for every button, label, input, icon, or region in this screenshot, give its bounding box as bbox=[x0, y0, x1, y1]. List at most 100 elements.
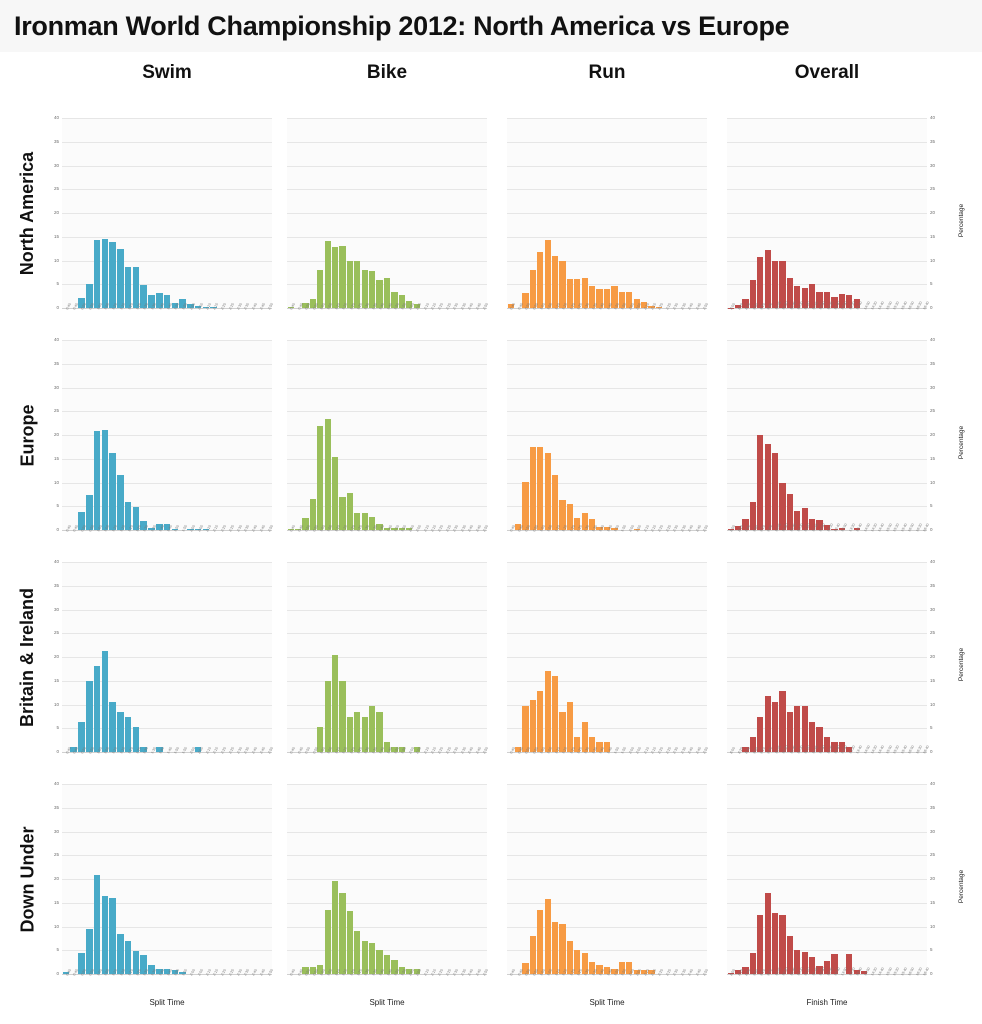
x-axis-tick-label: 1:20 bbox=[348, 524, 356, 533]
panel-britain_ireland-swim: 0 5 10 15 20 25 30 35 40 0:40 0:45 0:50 0:55 1:00 1:05… bbox=[54, 559, 274, 755]
bar bbox=[93, 666, 101, 752]
bar bbox=[831, 528, 838, 530]
bar bbox=[109, 241, 116, 308]
bar bbox=[522, 963, 529, 974]
x-axis-tick-label: 2:50 bbox=[482, 968, 490, 977]
x-axis-title-overall: Finish Time bbox=[806, 998, 848, 1007]
x-axis-tick-label: 1:10 bbox=[333, 302, 341, 311]
x-axis-tick-label: 2:45 bbox=[474, 746, 482, 755]
bar bbox=[823, 736, 831, 752]
bar bbox=[772, 701, 779, 752]
gridline bbox=[287, 974, 487, 975]
x-axis-tick-label: 1:10 bbox=[553, 302, 561, 311]
bar bbox=[809, 518, 816, 530]
x-axis-tick-label: 2:50 bbox=[482, 302, 490, 311]
gridline bbox=[507, 260, 707, 262]
bar-series-swim bbox=[62, 118, 272, 308]
bar bbox=[117, 474, 124, 530]
bar bbox=[589, 519, 596, 530]
bar bbox=[324, 418, 331, 530]
bar bbox=[640, 970, 648, 974]
x-axis-tick-label: 2:45 bbox=[694, 302, 702, 311]
x-axis-tick-labels: 0:40 0:45 0:50 0:55 1:00 1:05 1:10 1:15 1:20 1:25… bbox=[287, 746, 489, 774]
bar bbox=[109, 898, 116, 974]
bar bbox=[202, 529, 210, 530]
bar bbox=[309, 966, 317, 974]
gridline bbox=[507, 609, 707, 611]
x-axis-tick-label: 1:25 bbox=[134, 746, 142, 755]
x-axis-tick-label: 2:45 bbox=[474, 524, 482, 533]
x-axis-tick-labels: 0:40 0:45 0:50 0:55 1:00 1:05 1:10 1:15 1:20 1:25… bbox=[507, 524, 709, 552]
y-axis-tick-label: 40 bbox=[930, 558, 936, 564]
gridline bbox=[727, 458, 927, 460]
panel-north_america-overall: 0 5 10 15 20 25 30 35 40 8:00 8:20 8:40 9:00 9:20 9:40… bbox=[727, 115, 935, 311]
bar bbox=[633, 528, 640, 530]
bar bbox=[809, 957, 816, 974]
bar bbox=[140, 520, 147, 530]
gridline bbox=[507, 340, 707, 341]
gridline bbox=[62, 458, 272, 460]
y-axis-tick-label: 5 bbox=[930, 947, 933, 952]
x-axis-tick-label: 0:45 bbox=[296, 968, 304, 977]
bar bbox=[566, 278, 574, 308]
y-axis-tick-label: 25 bbox=[930, 630, 936, 635]
x-axis-tick-label: 0:55 bbox=[531, 302, 539, 311]
x-axis-tick-label: 2:35 bbox=[459, 746, 467, 755]
bar bbox=[85, 928, 93, 974]
bar bbox=[124, 266, 132, 308]
y-axis-tick-label: 0 bbox=[930, 970, 933, 976]
bar bbox=[383, 742, 391, 752]
x-axis-tick-label: 1:10 bbox=[553, 524, 561, 533]
bar bbox=[809, 721, 816, 752]
gridline bbox=[507, 562, 707, 563]
x-axis-tick-label: 2:35 bbox=[679, 302, 687, 311]
x-axis-tick-label: 2:10 bbox=[642, 746, 650, 755]
bar-series-run bbox=[507, 118, 707, 308]
bar bbox=[85, 284, 93, 308]
bar bbox=[132, 267, 140, 308]
x-axis-tick-label: 0:45 bbox=[516, 524, 524, 533]
x-axis-tick-label: 1:10 bbox=[553, 746, 561, 755]
x-axis-tick-label: 0:55 bbox=[531, 746, 539, 755]
bar bbox=[302, 518, 309, 530]
gridline bbox=[507, 363, 707, 365]
y-axis-tick-label: 0 bbox=[930, 304, 933, 310]
bar bbox=[552, 676, 559, 752]
bar bbox=[132, 951, 140, 974]
x-axis-tick-label: 0:40 bbox=[64, 968, 72, 977]
bar bbox=[109, 453, 116, 530]
gridline bbox=[287, 435, 487, 436]
gridline bbox=[507, 784, 707, 785]
gridline bbox=[507, 902, 707, 904]
bar bbox=[515, 523, 522, 530]
x-axis-tick-label: 1:20 bbox=[348, 302, 356, 311]
bar bbox=[287, 307, 294, 308]
bar bbox=[633, 299, 640, 308]
bar bbox=[302, 966, 309, 974]
y-axis-tick-label: 40 bbox=[53, 558, 59, 564]
bar bbox=[406, 968, 413, 974]
gridline bbox=[727, 530, 927, 531]
x-axis-tick-label: 2:45 bbox=[694, 968, 702, 977]
bar bbox=[727, 528, 734, 530]
bar bbox=[155, 968, 163, 974]
bar bbox=[346, 716, 354, 752]
x-axis-tick-label: 1:45 bbox=[385, 524, 393, 533]
x-axis-tick-label: 1:25 bbox=[134, 302, 142, 311]
x-axis-tick-label: 1:20 bbox=[126, 968, 134, 977]
panel-britain_ireland-run: 0:40 0:45 0:50 0:55 1:00 1:05 1:10 1:15 1:20 1:25… bbox=[507, 562, 709, 755]
gridline bbox=[727, 387, 927, 389]
bar bbox=[398, 966, 405, 974]
panel-down_under-swim: 0 5 10 15 20 25 30 35 40 0:40 0:45 0:50 0:55 1:00 1:05… bbox=[54, 781, 274, 977]
x-axis-tick-label: 9:00 bbox=[751, 746, 759, 755]
bar bbox=[581, 278, 588, 308]
bar bbox=[772, 453, 779, 530]
bar-series-overall bbox=[727, 340, 927, 530]
plot-area: 0 5 10 15 20 25 30 35 40 0:40 0:45 0:50 0:55 1:00 1:05… bbox=[54, 559, 274, 755]
plot-area: 0:40 0:45 0:50 0:55 1:00 1:05 1:10 1:15 1:20 1:25… bbox=[507, 340, 709, 533]
bar bbox=[101, 430, 109, 530]
y-axis-tick-label: 5 bbox=[56, 725, 59, 730]
x-axis-tick-label: 1:20 bbox=[348, 968, 356, 977]
bar bbox=[70, 746, 77, 752]
